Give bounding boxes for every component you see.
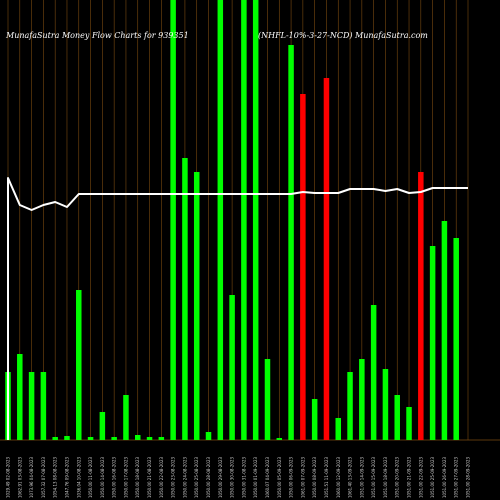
bar: [146, 437, 153, 440]
x-tick-label: 1047.76 09-08-2023: [64, 456, 69, 498]
chart-title-right: (NHFL-10%-3-27-NCD) MunafaSutra.com: [258, 31, 428, 40]
bar: [28, 372, 35, 440]
x-tick-label: 1050.00 23-08-2023: [171, 456, 176, 498]
x-tick-label: 1051.00 25-09-2023: [430, 456, 435, 498]
bar: [429, 246, 436, 440]
x-tick-label: 1051.00 20-09-2023: [395, 456, 400, 498]
x-tick-label: 1051.00 22-09-2023: [418, 456, 423, 498]
x-tick-label: 1050.00 05-09-2023: [277, 456, 282, 498]
x-tick-label: 1060.07 04-09-2023: [265, 456, 270, 498]
bar: [241, 0, 247, 440]
bar: [264, 359, 271, 440]
bar: [252, 0, 259, 440]
bar: [288, 45, 294, 440]
bar: [182, 158, 188, 440]
x-tick-label: 1050.00 14-08-2023: [100, 456, 105, 498]
bar: [418, 172, 424, 440]
x-tick-label: 1057.32 07-08-2023: [41, 456, 46, 498]
x-tick-label: 1051.00 27-09-2023: [454, 456, 459, 498]
bar: [300, 94, 306, 440]
x-tick-label: 1051.00 14-09-2023: [359, 456, 364, 498]
x-tick-label: 1060.00 12-09-2023: [336, 456, 341, 498]
x-tick-label: 1051.00 21-09-2023: [407, 456, 412, 498]
x-tick-label: 1062.91 03-08-2023: [17, 456, 22, 498]
bar: [370, 305, 377, 440]
bars: [5, 0, 459, 440]
x-tick-label: 1050.00 29-08-2023: [218, 456, 223, 498]
x-tick-label: 1050.00 22-08-2023: [159, 456, 164, 498]
x-tick-label: 1050.00 31-08-2023: [241, 456, 246, 498]
x-tick-label: 1050.00 18-08-2023: [135, 456, 140, 498]
bar: [99, 412, 106, 440]
x-tick-labels: 1029.49 02-08-2023 1062.91 03-08-2023 1073…: [6, 456, 471, 498]
bar: [359, 359, 365, 440]
bar: [453, 238, 459, 440]
bar: [64, 436, 70, 440]
bar: [382, 369, 389, 440]
bar: [87, 437, 94, 440]
x-tick-label: 1050.00 21-08-2023: [147, 456, 152, 498]
bar: [52, 437, 58, 440]
x-tick-label: 1061.40 13-09-2023: [348, 456, 353, 498]
x-tick-label: 1054.13 08-08-2023: [53, 456, 58, 498]
x-tick-label: 1050.00 08-09-2023: [312, 456, 317, 498]
bar: [276, 438, 283, 440]
x-tick-label: 1051.00 15-09-2023: [371, 456, 376, 498]
x-tick-label: 1050.00 11-08-2023: [88, 456, 93, 498]
bar: [394, 395, 400, 440]
bar: [311, 399, 318, 440]
trend-line-group: [7, 177, 468, 440]
bar: [17, 354, 23, 440]
trend-line: [7, 177, 468, 440]
bar: [406, 407, 412, 440]
x-tick-label: 1050.00 06-09-2023: [289, 456, 294, 498]
x-tick-label: 1050.00 24-08-2023: [182, 456, 187, 498]
bar: [229, 295, 235, 440]
bar: [193, 172, 200, 440]
bar: [134, 435, 141, 440]
bar: [123, 395, 129, 440]
bar: [158, 437, 165, 440]
x-tick-label: 1051.00 26-09-2023: [442, 456, 447, 498]
bar: [170, 0, 176, 440]
bar: [441, 221, 448, 440]
x-tick-label: 1050.00 30-08-2023: [230, 456, 235, 498]
bar: [205, 432, 212, 440]
x-tick-label: 1050.00 17-08-2023: [123, 456, 128, 498]
x-tick-label: 1036.04 10-08-2023: [76, 456, 81, 498]
bar: [40, 372, 47, 440]
bar: [347, 372, 353, 440]
x-tick-label: 1050.00 28-08-2023: [206, 456, 211, 498]
x-tick-label: 1061.00 07-09-2023: [300, 456, 305, 498]
bar: [111, 437, 117, 440]
x-tick-label: 1073.96 04-08-2023: [29, 456, 34, 498]
x-tick-label: 1050.00 01-09-2023: [253, 456, 258, 498]
x-tick-label: 1051.00 28-09-2023: [466, 456, 471, 498]
bar: [217, 0, 224, 440]
x-tick-label: 1051.51 11-09-2023: [324, 456, 329, 498]
x-tick-label: 1050.00 16-08-2023: [112, 456, 117, 498]
chart-title-left: MunafaSutra Money Flow Charts for 939351: [5, 31, 189, 40]
bar: [335, 418, 342, 440]
bar: [323, 78, 330, 440]
x-tick-label: 1050.00 25-08-2023: [194, 456, 199, 498]
bar: [76, 290, 82, 440]
x-tick-label: 1029.49 02-08-2023: [6, 456, 11, 498]
x-tick-label: 1051.00 18-09-2023: [383, 456, 388, 498]
